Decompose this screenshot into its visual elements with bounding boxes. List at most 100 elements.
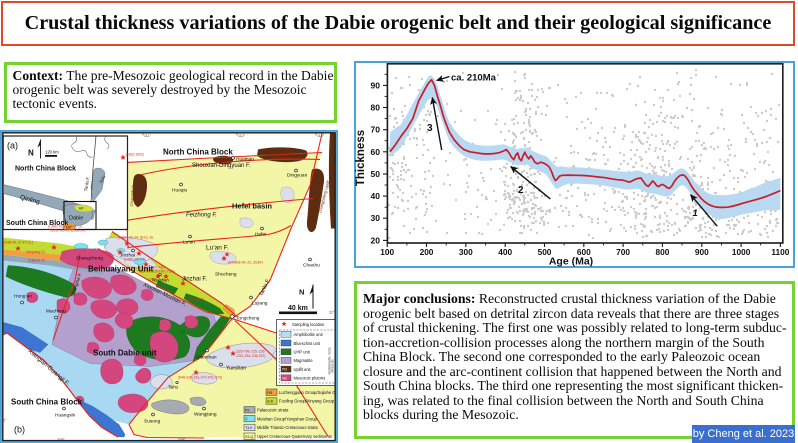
svg-text:Jinzhai: Jinzhai — [120, 252, 135, 258]
svg-text:Shouxian-Dingyuan F.: Shouxian-Dingyuan F. — [192, 163, 251, 169]
svg-text:Wangjiang: Wangjiang — [194, 411, 217, 417]
svg-text:HF: HF — [79, 206, 84, 210]
svg-text:(KY-6,-7, H07-,H27,: (KY-6,-7, H07-,H27, — [138, 265, 166, 269]
svg-text:113°: 113° — [317, 134, 325, 138]
svg-text:Lujiang: Lujiang — [252, 300, 268, 306]
svg-text:70: 70 — [371, 125, 381, 135]
svg-text:-233,-234,-236-237): -233,-234,-236-237) — [236, 354, 265, 358]
svg-text:2: 2 — [518, 185, 524, 196]
svg-text:115°: 115° — [57, 438, 65, 442]
svg-text:UHP unit: UHP unit — [294, 349, 311, 354]
svg-text:(94B-06, 07,KY-ZL): (94B-06, 07,KY-ZL) — [4, 240, 33, 244]
svg-text:80: 80 — [371, 103, 381, 113]
svg-text:Shangcheng: Shangcheng — [76, 255, 103, 261]
svg-text:112°: 112° — [238, 134, 246, 138]
svg-text:Thickness: Thickness — [355, 130, 367, 186]
svg-text:Upper Cretaceous-Quaternary se: Upper Cretaceous-Quaternary sediments — [257, 433, 332, 438]
svg-text:Yueshan: Yueshan — [226, 365, 246, 371]
svg-text:Tongcheng: Tongcheng — [236, 315, 260, 321]
svg-text:Chaohu: Chaohu — [303, 262, 320, 268]
svg-text:(226-T99,-225,-226: (226-T99,-225,-226 — [236, 349, 265, 353]
svg-text:1100: 1100 — [771, 247, 789, 257]
svg-text:North China Block: North China Block — [15, 165, 76, 172]
svg-text:(a): (a) — [7, 140, 18, 150]
svg-text:Tanlu F.: Tanlu F. — [83, 175, 91, 191]
svg-text:30: 30 — [371, 213, 381, 223]
svg-text:ca. 210Ma: ca. 210Ma — [451, 73, 497, 84]
svg-text:Sampling location: Sampling location — [292, 322, 325, 327]
svg-text:(940603-04,-22, ZG6F): (940603-04,-22, ZG6F) — [228, 260, 263, 264]
svg-text:700: 700 — [616, 247, 630, 257]
svg-text:C: C — [245, 417, 248, 421]
svg-text:111°: 111° — [144, 134, 151, 138]
svg-text:32°: 32° — [330, 202, 336, 206]
svg-text:North China Block: North China Block — [163, 147, 233, 156]
svg-text:3: 3 — [427, 123, 433, 134]
svg-text:Foziling Group/Xinyang Group: Foziling Group/Xinyang Group — [279, 398, 335, 403]
svg-text:40 km: 40 km — [288, 305, 308, 312]
svg-text:Beihuaiyang Unit: Beihuaiyang Unit — [88, 264, 154, 273]
svg-text:Susong: Susong — [144, 418, 161, 424]
svg-text:Luzhengguan Group/Sujiahe G.: Luzhengguan Group/Sujiahe G. — [279, 389, 337, 394]
svg-text:South China Block: South China Block — [6, 220, 68, 227]
svg-text:90: 90 — [371, 80, 381, 90]
svg-text:(94H-228,-231,-071-072,-073): (94H-228,-231,-071-072,-073) — [178, 375, 222, 379]
svg-text:20: 20 — [371, 235, 381, 245]
svg-text:S-D: S-D — [267, 399, 273, 403]
svg-text:Xinyang G.: Xinyang G. — [26, 249, 46, 254]
svg-text:116°: 116° — [178, 438, 186, 442]
svg-text:500: 500 — [538, 247, 552, 257]
svg-text:(Lu002-06,09, QH-7, 10,: (Lu002-06,09, QH-7, 10, — [48, 224, 83, 228]
svg-text:400: 400 — [498, 247, 512, 257]
svg-text:60: 60 — [371, 147, 381, 157]
svg-text:600: 600 — [577, 247, 591, 257]
svg-text:Pz: Pz — [245, 408, 249, 412]
svg-text:Palaeozoic strata: Palaeozoic strata — [257, 407, 289, 412]
svg-text:Nuashan: Nuashan — [152, 277, 169, 282]
svg-text:Shucheng: Shucheng — [215, 271, 237, 277]
svg-text:MZ: MZ — [282, 376, 287, 380]
svg-text:Sujiahe G.: Sujiahe G. — [28, 258, 46, 262]
svg-text:31°: 31° — [329, 310, 335, 314]
svg-text:1: 1 — [693, 208, 698, 219]
svg-text:Age (Ma): Age (Ma) — [549, 256, 593, 268]
svg-text:900: 900 — [695, 247, 709, 257]
svg-text:Uplift unit: Uplift unit — [294, 366, 312, 371]
svg-text:Huainan Uplift: Huainan Uplift — [266, 150, 294, 158]
svg-text:Pt3: Pt3 — [267, 390, 272, 394]
svg-text:30°: 30° — [1, 418, 7, 422]
svg-text:South Dabie unit: South Dabie unit — [93, 348, 157, 357]
svg-text:(b): (b) — [14, 424, 25, 434]
svg-text:Dabie: Dabie — [69, 215, 83, 221]
svg-text:40: 40 — [371, 191, 381, 201]
svg-text:Qinling: Qinling — [19, 194, 41, 206]
svg-text:(HQ2-1602): (HQ2-1602) — [126, 152, 144, 156]
svg-text:Blueschist unit: Blueschist unit — [294, 340, 321, 345]
svg-text:Mesozoic: Mesozoic — [331, 358, 335, 372]
svg-text:Fenling G.: Fenling G. — [188, 297, 205, 301]
svg-text:Huainan: Huainan — [236, 156, 254, 162]
svg-text:200: 200 — [420, 247, 434, 257]
svg-text:N: N — [28, 148, 34, 157]
svg-text:120 km: 120 km — [45, 149, 59, 154]
svg-text:Jinzhai F.: Jinzhai F. — [182, 276, 207, 282]
svg-text:South China Block: South China Block — [11, 397, 83, 406]
svg-text:50: 50 — [371, 169, 381, 179]
svg-text:Lu’an F.: Lu’an F. — [206, 244, 229, 251]
svg-text:300: 300 — [459, 247, 473, 257]
svg-text:Uplift: Uplift — [135, 196, 141, 207]
svg-text:Meishan Group/Yangshan Group: Meishan Group/Yangshan Group — [257, 416, 317, 421]
svg-text:Magmatite: Magmatite — [294, 358, 314, 363]
svg-text:Lu’an: Lu’an — [183, 239, 195, 245]
svg-text:(L0901-06,-04, QH-2,-16,: (L0901-06,-04, QH-2,-16, — [118, 235, 154, 239]
svg-text:Qianshan: Qianshan — [196, 354, 217, 360]
svg-text:Taihu: Taihu — [168, 384, 179, 389]
svg-text:Mesozoic plutons: Mesozoic plutons — [294, 375, 326, 380]
svg-text:(375): (375) — [148, 277, 155, 281]
svg-text:Huangshi: Huangshi — [55, 412, 75, 418]
svg-text:11051-05,-09, 11052-04): 11051-05,-09, 11052-04) — [50, 228, 85, 232]
svg-text:Hefei: Hefei — [255, 231, 266, 237]
svg-text:Huoqiu: Huoqiu — [172, 187, 188, 193]
svg-text:Pt3: Pt3 — [282, 367, 287, 371]
svg-text:(L0961-06,-04): (L0961-06,-04) — [124, 257, 145, 261]
